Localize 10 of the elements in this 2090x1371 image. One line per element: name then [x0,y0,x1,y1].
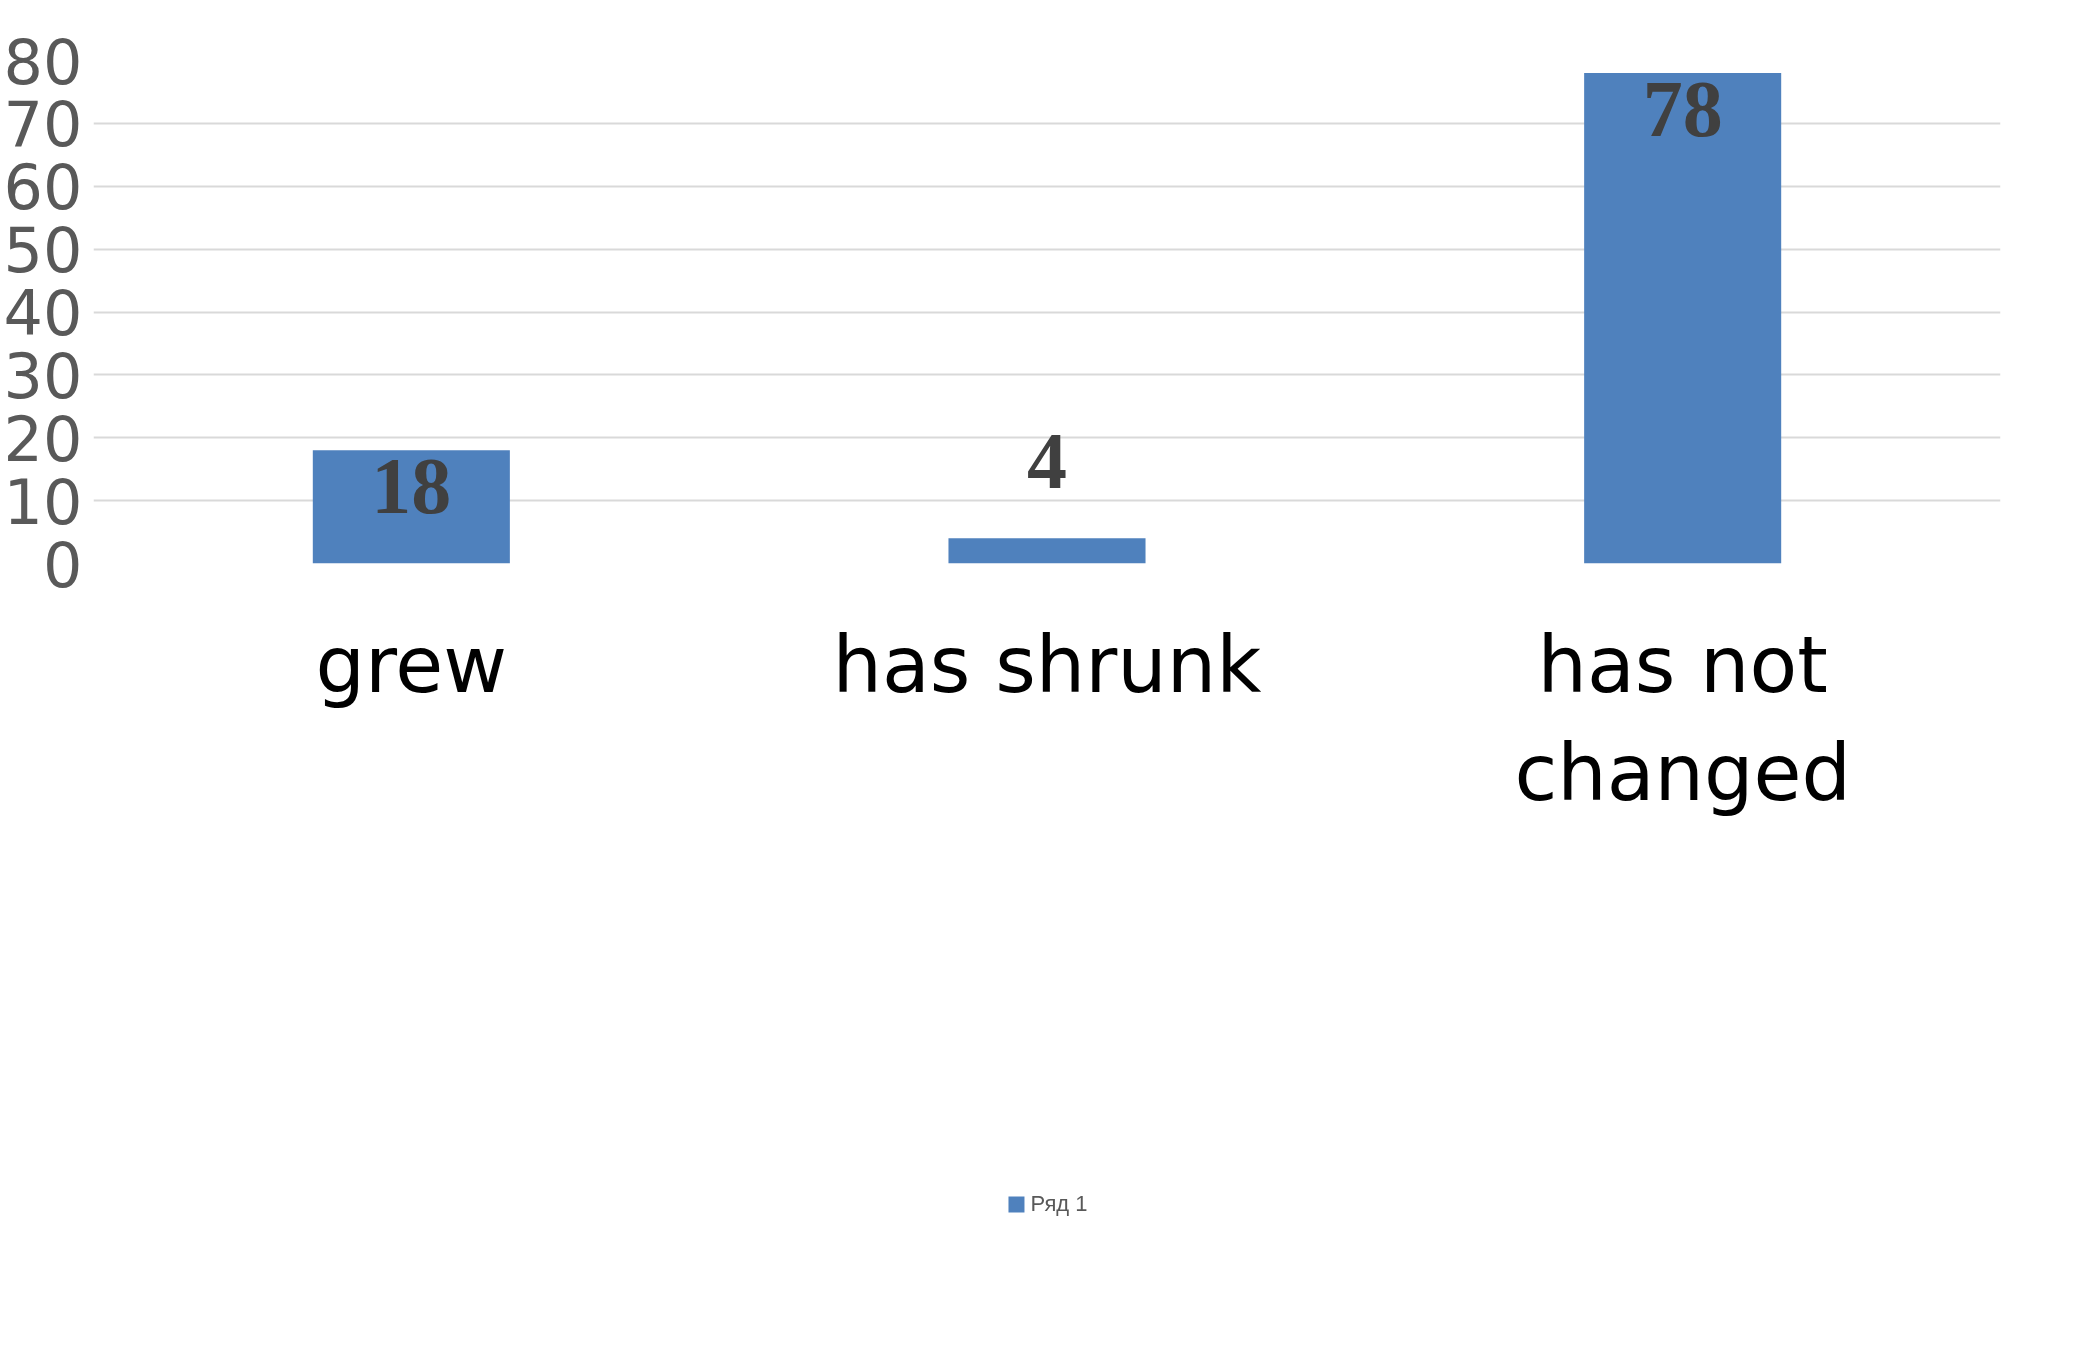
data-label: 18 [371,442,452,531]
data-label: 78 [1642,65,1723,154]
x-tick-label: has not changed [1514,619,1851,818]
x-tick-label: grew [315,619,508,710]
bar [1584,73,1782,564]
x-tick-label: has shrunk [832,619,1262,710]
data-label: 4 [1027,417,1067,506]
legend-label: Ряд 1 [1030,1190,1088,1217]
bar [312,450,510,564]
bar [948,538,1146,564]
